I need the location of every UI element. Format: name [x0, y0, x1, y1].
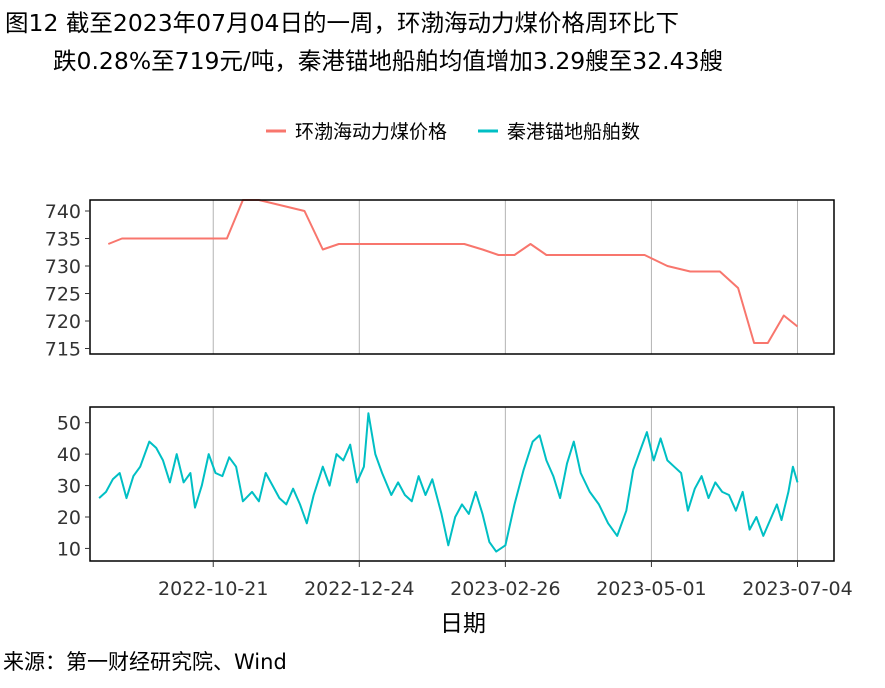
price-y-tick-label-720: 720	[45, 311, 81, 333]
ships-y-tick-label-20: 20	[57, 507, 81, 529]
price-y-tick-label-735: 735	[45, 229, 81, 251]
price-panel: 715 720 725 730 735 740	[45, 199, 835, 361]
figure-title: 图12 截至2023年07月04日的一周，环渤海动力煤价格周环比下 跌0.28%…	[5, 4, 883, 80]
source-note: 来源：第一财经研究院、Wind	[3, 650, 287, 674]
price-panel-bg	[90, 200, 834, 354]
x-tick-label-2: 2023-02-26	[450, 578, 560, 600]
figure-title-line-1: 图12 截至2023年07月04日的一周，环渤海动力煤价格周环比下	[5, 9, 679, 37]
price-panel-frame	[89, 199, 835, 355]
x-tick-label-4: 2023-07-04	[742, 578, 852, 600]
ships-y-tick-label-30: 30	[57, 476, 81, 498]
ships-panel-bg	[90, 407, 834, 561]
ships-panel: 10 20 30 40 50	[57, 406, 835, 562]
coal-price-ships-chart: 环渤海动力煤价格 秦港锚地船舶数 715 720 725 730 735 740 10 20 3…	[45, 121, 853, 637]
x-axis: 2022-10-21 2022-12-24 2023-02-26 2023-05-01…	[158, 561, 853, 600]
x-tick-label-3: 2023-05-01	[596, 578, 706, 600]
price-y-tick-label-725: 725	[45, 284, 81, 306]
price-y-tick-label-740: 740	[45, 201, 81, 223]
ships-panel-frame	[89, 406, 835, 562]
legend: 环渤海动力煤价格 秦港锚地船舶数	[266, 121, 640, 143]
x-axis-title: 日期	[440, 611, 486, 637]
x-tick-label-1: 2022-12-24	[304, 578, 414, 600]
ships-y-tick-label-50: 50	[57, 413, 81, 435]
legend-label-0: 环渤海动力煤价格	[295, 121, 447, 143]
ships-y-tick-label-40: 40	[57, 444, 81, 466]
ships-y-tick-label-10: 10	[57, 538, 81, 560]
legend-label-1: 秦港锚地船舶数	[507, 121, 640, 143]
figure-title-line-2: 跌0.28%至719元/吨，秦港锚地船舶均值增加3.29艘至32.43艘	[53, 47, 724, 75]
price-y-tick-label-715: 715	[45, 339, 81, 361]
ships-series-line	[98, 412, 799, 553]
price-y-tick-label-730: 730	[45, 256, 81, 278]
x-tick-label-0: 2022-10-21	[158, 578, 268, 600]
